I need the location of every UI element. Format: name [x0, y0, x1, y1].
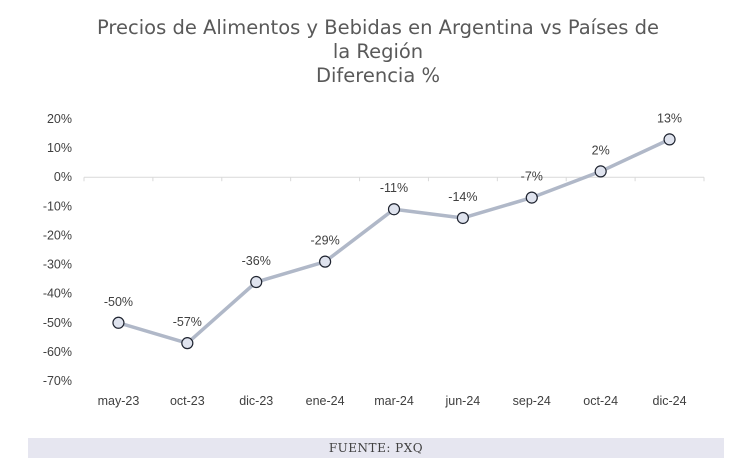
data-point	[319, 255, 332, 268]
x-tick-label: jun-24	[445, 394, 481, 408]
chart-title-line-2: la Región	[332, 40, 424, 63]
x-tick-label: oct-24	[583, 394, 618, 408]
data-label: -11%	[380, 181, 408, 195]
data-label: -57%	[173, 315, 202, 329]
data-point	[456, 211, 469, 225]
y-tick-label: 0%	[54, 170, 72, 184]
data-label: 13%	[657, 111, 682, 125]
data-label: 2%	[592, 143, 610, 157]
y-tick-label: -60%	[43, 345, 72, 359]
x-tick-label: dic-24	[653, 394, 687, 408]
x-tick-label: ene-24	[306, 394, 345, 408]
data-label: -14%	[448, 190, 477, 204]
data-point	[525, 191, 538, 204]
chart-title-line-1: Precios de Alimentos y Bebidas en Argent…	[97, 16, 659, 39]
y-tick-label: 10%	[47, 141, 72, 155]
y-tick-label: -30%	[43, 258, 72, 272]
x-tick-label: may-23	[98, 394, 140, 408]
data-label: -29%	[311, 234, 340, 248]
x-tick-label: dic-23	[239, 394, 273, 408]
data-point	[387, 203, 401, 216]
data-point	[663, 133, 676, 146]
series-line	[116, 137, 672, 345]
data-point	[112, 316, 125, 329]
source-text: FUENTE: PXQ	[328, 441, 424, 455]
y-tick-label: -20%	[43, 228, 72, 242]
y-tick-label: -40%	[43, 287, 72, 301]
chart-title-line-3: Diferencia %	[315, 64, 441, 87]
data-label: -7%	[521, 170, 543, 184]
x-tick-label: sep-24	[513, 394, 551, 408]
x-tick-label: oct-23	[170, 394, 205, 408]
y-tick-label: 20%	[47, 112, 72, 126]
source-footer: FUENTE: PXQ	[28, 438, 724, 458]
x-tick-label: mar-24	[374, 394, 414, 408]
y-tick-label: -70%	[43, 374, 72, 388]
data-label: -50%	[104, 295, 133, 309]
chart-title: Precios de Alimentos y Bebidas en Argent…	[0, 16, 730, 88]
data-point	[250, 275, 263, 289]
line-chart: 20% 10% 0% -10% -20% -30% -40% -50% -60% -70% may-…	[43, 111, 705, 408]
data-point	[594, 165, 607, 178]
data-label: -36%	[242, 254, 271, 268]
data-point	[181, 337, 194, 350]
y-tick-label: -10%	[43, 199, 72, 213]
y-tick-label: -50%	[43, 316, 72, 330]
